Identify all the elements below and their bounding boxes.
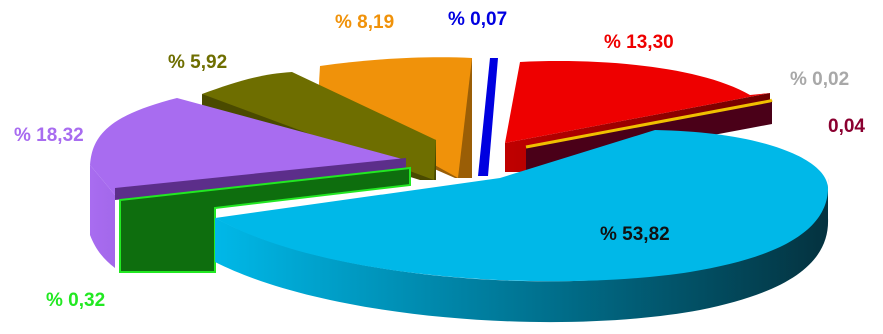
- label-53-82: % 53,82: [600, 224, 670, 245]
- slice-cyan-side: [215, 178, 829, 323]
- slice-green-side: [119, 166, 411, 273]
- slice-darkblue-side: [478, 58, 498, 176]
- slice-darkblue: [478, 58, 498, 176]
- label-0-32: % 0,32: [46, 290, 105, 311]
- slice-cyan: [215, 130, 829, 323]
- slice-cyan-top: [215, 130, 829, 282]
- label-8-19: % 8,19: [335, 12, 394, 33]
- label-18-32: % 18,32: [14, 125, 84, 146]
- label-5-92: % 5,92: [168, 52, 227, 73]
- slice-purple: [90, 98, 406, 268]
- slice-purple-front: [115, 158, 406, 200]
- slice-green: [119, 166, 411, 273]
- slice-purple-top: [90, 98, 406, 195]
- label-13-30: % 13,30: [604, 32, 674, 53]
- label-0-02: % 0,02: [790, 69, 849, 90]
- slice-red-top: [505, 61, 770, 143]
- label-0-04: 0,04: [828, 116, 865, 137]
- label-0-07: % 0,07: [448, 9, 507, 30]
- slice-maroon-top: [525, 98, 773, 149]
